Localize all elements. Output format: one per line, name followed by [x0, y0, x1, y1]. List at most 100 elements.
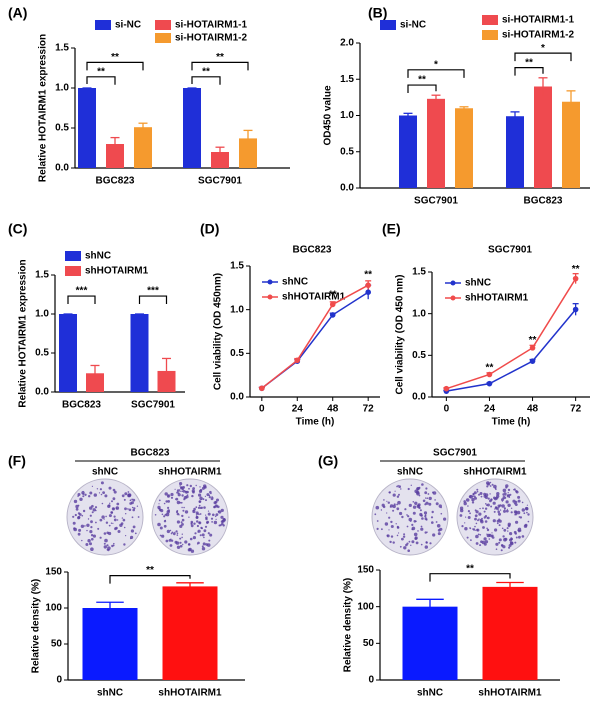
colony	[427, 493, 430, 495]
colony	[77, 504, 80, 507]
colony	[484, 540, 489, 544]
legend-label: si-HOTAIRM1-2	[502, 30, 574, 41]
colony	[115, 526, 118, 530]
colony	[397, 500, 401, 505]
colony	[513, 510, 518, 514]
significance-label: **	[97, 66, 105, 77]
y-tick-label: 150	[357, 565, 374, 576]
colony	[404, 508, 407, 511]
colony	[127, 493, 131, 498]
colony	[113, 490, 117, 494]
colony	[408, 503, 412, 507]
colony	[419, 509, 422, 512]
colony	[185, 490, 188, 494]
colony	[499, 509, 502, 511]
colony	[107, 504, 111, 508]
colony	[437, 528, 441, 532]
colony	[425, 497, 427, 499]
point	[259, 385, 265, 392]
colony	[495, 548, 498, 550]
colony	[198, 521, 201, 524]
significance-bracket	[514, 67, 544, 76]
colony	[98, 492, 101, 494]
colony	[483, 542, 487, 546]
colony	[467, 510, 470, 513]
colony	[505, 500, 509, 504]
colony	[396, 503, 398, 506]
colony	[525, 506, 529, 511]
colony	[466, 536, 469, 539]
bar	[211, 152, 229, 168]
panel-title: SGC7901	[488, 245, 532, 256]
colony	[130, 535, 134, 540]
colony	[215, 518, 217, 521]
colony	[95, 521, 97, 524]
significance-label: ***	[147, 286, 159, 297]
colony	[110, 511, 114, 514]
bar	[183, 88, 201, 168]
colony	[527, 513, 530, 516]
colony	[99, 518, 103, 522]
y-tick-label: 100	[357, 601, 374, 612]
colony	[90, 520, 93, 524]
colony	[188, 516, 190, 518]
colony	[181, 506, 183, 509]
colony	[488, 533, 492, 537]
colony	[473, 491, 477, 495]
colony	[169, 529, 172, 532]
colony	[414, 489, 419, 494]
x-tick-label: BGC823	[524, 196, 563, 207]
colony	[111, 500, 113, 503]
colony	[508, 546, 511, 549]
colony	[222, 518, 226, 522]
colony	[171, 531, 174, 534]
colony	[460, 508, 464, 513]
colony	[104, 494, 108, 498]
legend-swatch	[95, 20, 111, 30]
colony	[420, 543, 423, 546]
colony	[216, 498, 219, 502]
bar	[134, 127, 152, 168]
point	[572, 275, 579, 282]
colony	[487, 482, 491, 486]
colony	[437, 532, 441, 536]
colony	[195, 506, 198, 509]
x-tick-label: 72	[570, 404, 582, 415]
significance-label: **	[466, 563, 474, 574]
colony	[77, 493, 81, 496]
colony	[396, 534, 399, 537]
colony	[72, 515, 75, 518]
x-axis-label: Time (h)	[296, 417, 335, 428]
colony	[507, 530, 509, 532]
x-tick-label: shHOTAIRM1	[478, 688, 542, 699]
legend-swatch	[450, 295, 456, 301]
colony	[194, 532, 197, 535]
colony	[116, 502, 120, 506]
colony	[154, 514, 157, 516]
x-tick-label: 0	[444, 404, 450, 415]
colony	[74, 513, 77, 517]
colony	[418, 494, 421, 497]
colony	[202, 498, 205, 501]
colony	[105, 515, 107, 518]
colony	[387, 501, 390, 504]
colony	[434, 499, 436, 501]
colony	[203, 529, 207, 533]
significance-label: **	[364, 269, 372, 280]
colony	[395, 523, 397, 525]
colony	[179, 482, 183, 486]
x-tick-label: 24	[292, 404, 304, 415]
colony	[192, 536, 196, 540]
colony	[527, 520, 530, 523]
colony	[507, 488, 511, 492]
colony	[103, 532, 107, 535]
significance-bracket	[429, 573, 511, 582]
colony	[477, 519, 479, 522]
colony	[503, 509, 506, 513]
colony	[515, 520, 519, 524]
colony	[498, 506, 500, 508]
significance-bracket	[86, 61, 144, 71]
colony	[176, 520, 180, 524]
panel-label: (C)	[8, 221, 27, 237]
y-tick-label: 1.5	[35, 270, 49, 281]
